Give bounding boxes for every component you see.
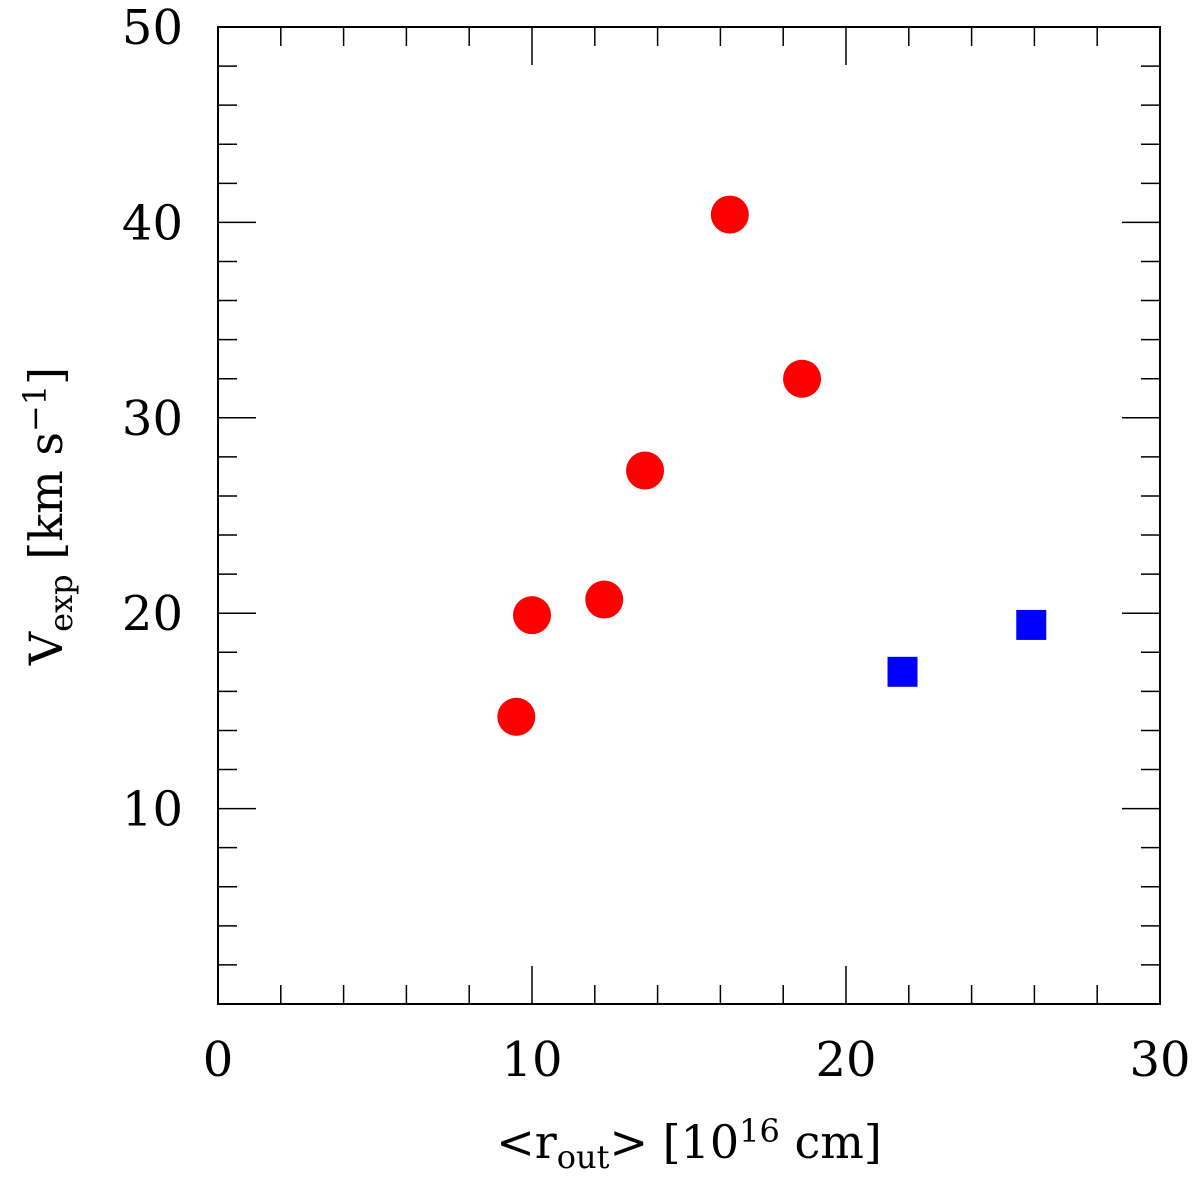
y-label-close: ] (19, 367, 73, 385)
axis-tick-labels: 0 10 20 30 10 20 30 40 50 (122, 0, 1191, 1088)
y-label-unit: [km s (19, 432, 73, 574)
y-tick-label: 40 (122, 195, 183, 251)
y-label-main: V (19, 631, 73, 666)
data-point-square (887, 656, 918, 687)
axis-ticks (217, 26, 1161, 1005)
y-tick-label: 10 (122, 782, 183, 838)
x-tick-label: 30 (1129, 1032, 1190, 1088)
x-label-close: > [10 (609, 1115, 739, 1169)
data-point-square (1016, 609, 1047, 640)
plot-frame (217, 26, 1161, 1005)
data-point-circle (783, 359, 822, 398)
data-points (497, 195, 1047, 736)
y-tick-label: 30 (122, 391, 183, 447)
data-point-circle (710, 195, 749, 234)
x-tick-label: 10 (501, 1032, 562, 1088)
data-point-circle (626, 451, 665, 490)
x-label-unit: cm] (780, 1115, 882, 1169)
y-tick-label: 20 (122, 586, 183, 642)
x-tick-label: 0 (203, 1032, 234, 1088)
data-point-circle (497, 697, 536, 736)
y-axis-label: Vexp [km s−1] (16, 367, 80, 666)
x-label-subscript: out (557, 1138, 610, 1176)
y-label-superscript: −1 (16, 385, 54, 432)
x-tick-label: 20 (815, 1032, 876, 1088)
x-label-open: <r (496, 1115, 557, 1169)
y-label-subscript: exp (42, 574, 80, 631)
data-point-circle (585, 580, 624, 619)
y-tick-label: 50 (122, 0, 183, 56)
x-axis-label: <rout> [1016 cm] (496, 1112, 882, 1176)
data-point-circle (513, 596, 551, 635)
x-label-superscript: 16 (739, 1112, 780, 1150)
